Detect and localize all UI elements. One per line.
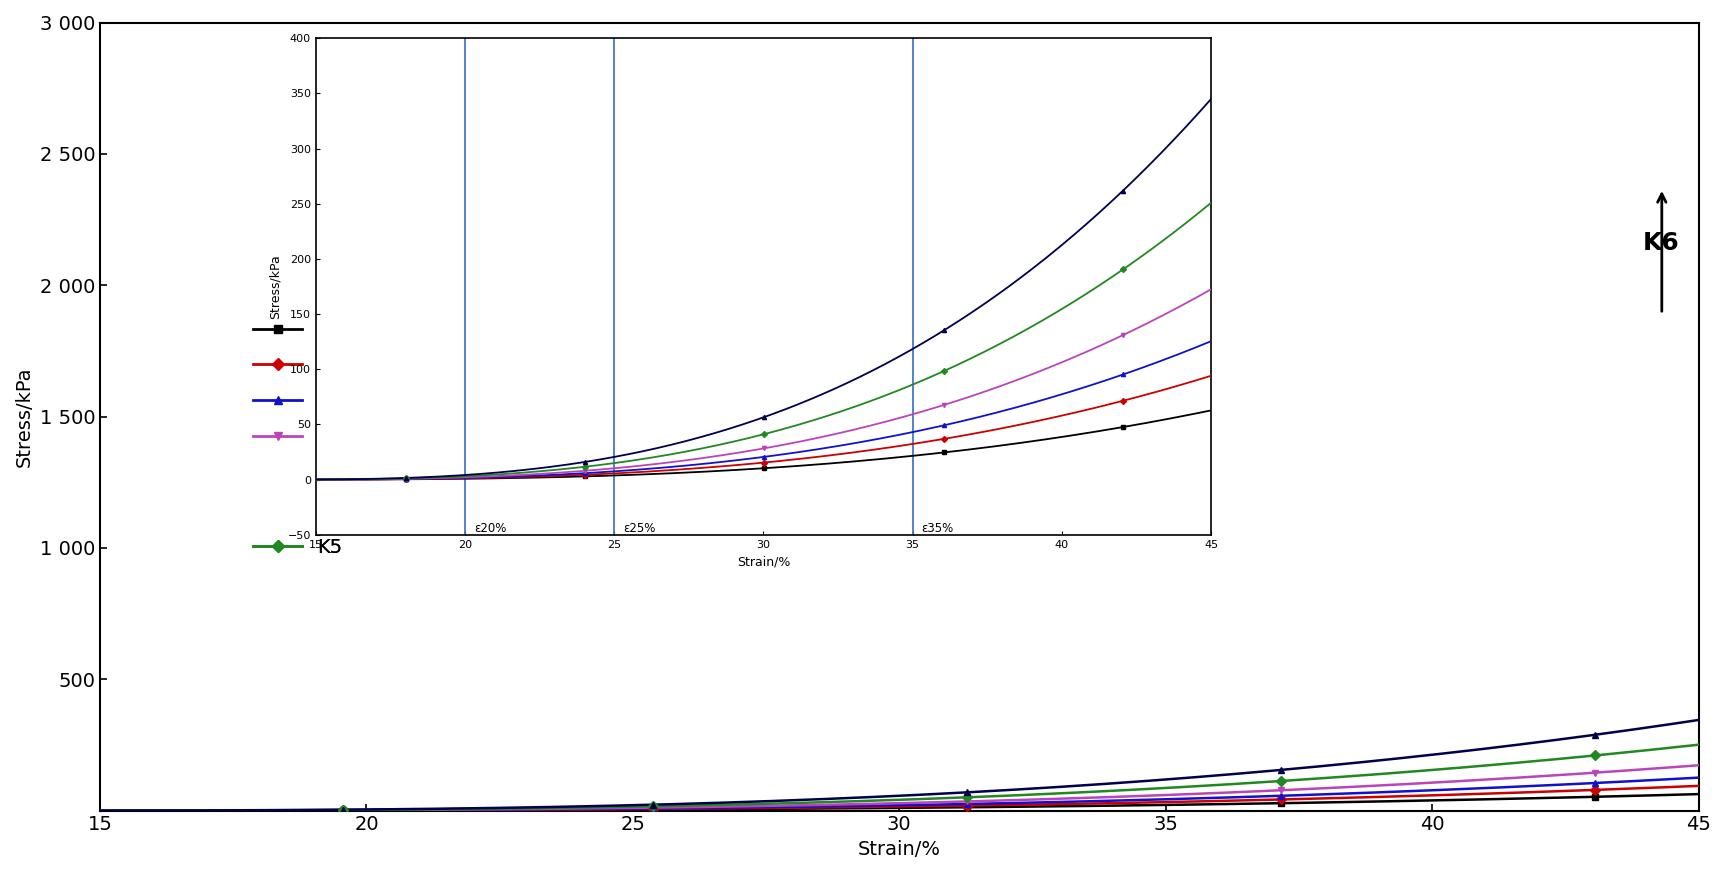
Legend: K5: K5 — [245, 530, 350, 565]
Text: K6: K6 — [1643, 231, 1679, 255]
Y-axis label: Stress/kPa: Stress/kPa — [16, 366, 35, 467]
X-axis label: Strain/%: Strain/% — [858, 840, 941, 859]
